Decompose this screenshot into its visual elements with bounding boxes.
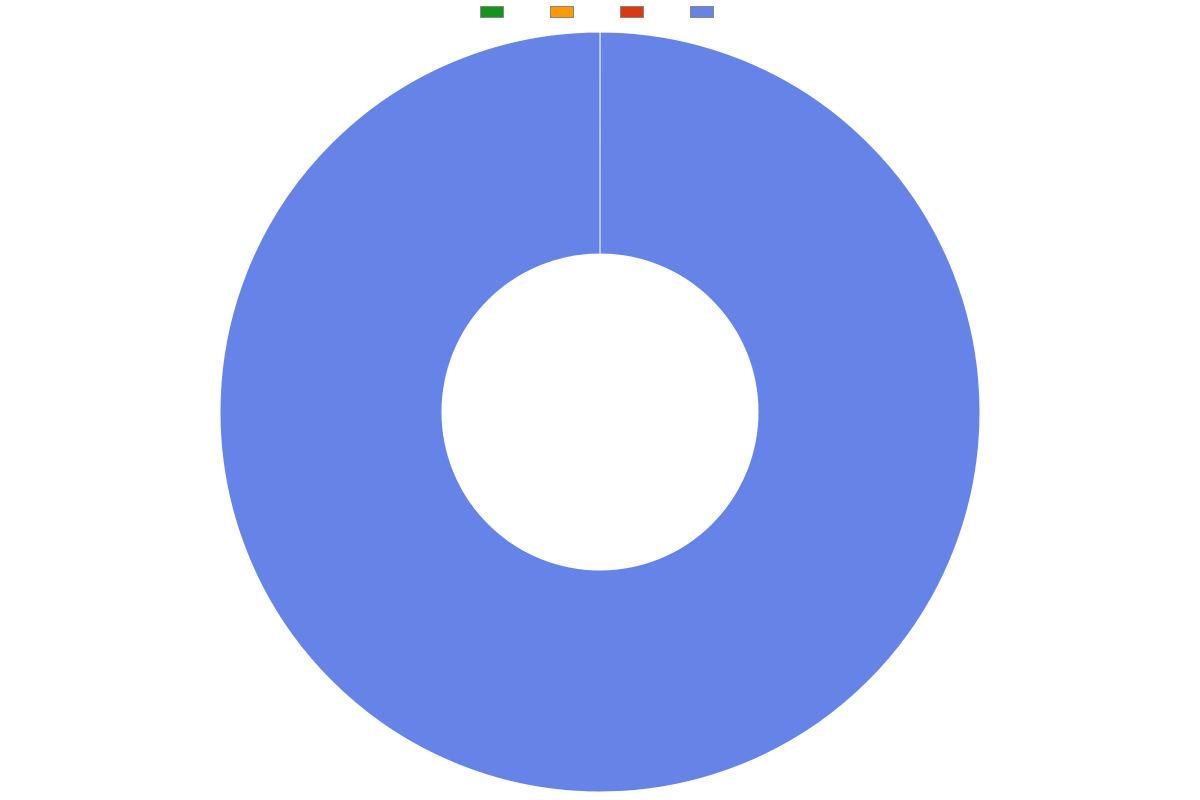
donut-chart-container [0, 24, 1200, 800]
legend-swatch-3 [690, 6, 714, 18]
legend-swatch-2 [620, 6, 644, 18]
legend-item-2[interactable] [620, 6, 650, 18]
legend-swatch-0 [480, 6, 504, 18]
chart-page [0, 0, 1200, 800]
donut-slice-3[interactable] [220, 32, 980, 792]
donut-chart [0, 24, 1200, 800]
legend [0, 6, 1200, 18]
legend-item-0[interactable] [480, 6, 510, 18]
legend-item-3[interactable] [690, 6, 720, 18]
legend-item-1[interactable] [550, 6, 580, 18]
legend-swatch-1 [550, 6, 574, 18]
